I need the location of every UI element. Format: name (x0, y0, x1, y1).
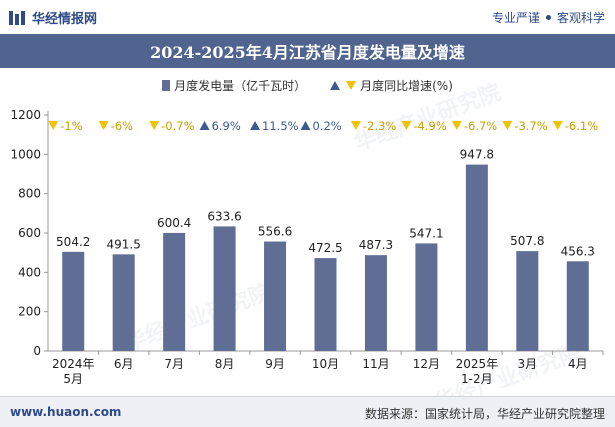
x-tick-label: 8月 (215, 357, 235, 371)
footer-source: 数据来源：国家统计局，华经产业研究院整理 (364, 407, 605, 421)
bar-value-label: 456.3 (561, 244, 595, 258)
growth-label: 0.2% (313, 119, 342, 133)
growth-down-marker (98, 121, 109, 130)
growth-down-marker (401, 121, 412, 130)
y-tick-label: 800 (18, 187, 41, 201)
growth-label: -6.7% (464, 119, 497, 133)
footer: www.huaon.com 数据来源：国家统计局，华经产业研究院整理 (0, 396, 615, 427)
bar (62, 251, 85, 351)
x-tick-label: 6月 (114, 357, 134, 371)
bar (415, 243, 438, 351)
y-tick-label: 400 (18, 265, 41, 279)
x-tick-label: 3月 (517, 357, 537, 371)
brand-logo-icon (8, 9, 26, 27)
footer-url[interactable]: www.huaon.com (10, 405, 122, 419)
x-tick-label: 9月 (265, 357, 285, 371)
y-tick-label: 1200 (10, 108, 41, 122)
bar (314, 258, 337, 351)
triangle-up-icon (330, 80, 341, 90)
y-tick-label: 1000 (10, 147, 41, 161)
y-tick-label: 0 (33, 344, 41, 358)
dot-icon (545, 15, 551, 20)
chart-title: 2024-2025年4月江苏省月度发电量及增速 (150, 43, 465, 62)
bar (213, 226, 236, 351)
bar-value-label: 491.5 (107, 237, 141, 251)
growth-down-marker (502, 121, 513, 130)
bar (465, 164, 488, 351)
bar-chart: 0 200 400 600 800 1000 1200 504.2 2024年 5月 -1% 491.… (10, 108, 604, 386)
bar-value-label: 547.1 (409, 226, 443, 240)
bar-value-label: 487.3 (359, 238, 393, 252)
x-tick-label: 10月 (312, 357, 339, 371)
growth-down-marker (451, 121, 462, 130)
growth-label: -1% (60, 119, 82, 133)
growth-down-marker (552, 121, 563, 130)
growth-down-marker (48, 121, 59, 130)
growth-label: 6.9% (212, 119, 241, 133)
growth-up-marker (300, 121, 311, 130)
bar (163, 232, 186, 351)
brand: 华经情报网 (8, 8, 97, 27)
tagline: 专业严谨 客观科学 (492, 9, 605, 26)
growth-label: -3.7% (514, 119, 547, 133)
bar-value-label: 600.4 (157, 216, 191, 230)
x-tick-label: 2025年 1-2月 (456, 357, 499, 386)
x-tick-label: 12月 (413, 357, 440, 371)
bar (264, 241, 287, 351)
growth-label: -4.9% (413, 119, 446, 133)
growth-up-marker (199, 121, 210, 130)
tagline-left: 专业严谨 (491, 11, 540, 25)
legend-item-growth: 月度同比增速(%) (330, 77, 453, 94)
bar-value-label: 504.2 (56, 235, 90, 249)
growth-label: -0.7% (161, 119, 194, 133)
bar-value-label: 556.6 (258, 225, 292, 239)
x-tick-label: 7月 (164, 357, 184, 371)
bar-value-label: 947.8 (460, 148, 494, 162)
bar (516, 251, 539, 351)
tagline-right: 客观科学 (556, 11, 605, 25)
legend-item-bar: 月度发电量（亿千瓦时） (162, 77, 306, 94)
bar-value-label: 633.6 (207, 209, 241, 223)
growth-label: -2.3% (363, 119, 396, 133)
title-bar: 2024-2025年4月江苏省月度发电量及增速 (0, 34, 615, 68)
top-bar: 华经情报网 专业严谨 客观科学 (0, 0, 615, 34)
x-tick-label: 4月 (568, 357, 588, 371)
bar-value-label: 507.8 (510, 234, 544, 248)
growth-label: -6% (111, 119, 133, 133)
x-tick-label: 2024年 5月 (52, 357, 95, 386)
bar-swatch-icon (162, 79, 171, 91)
growth-down-marker (149, 121, 160, 130)
legend: 月度发电量（亿千瓦时） 月度同比增速(%) (0, 75, 615, 95)
growth-down-marker (350, 121, 361, 130)
growth-label: 11.5% (262, 119, 299, 133)
bar (364, 255, 387, 351)
bar (112, 254, 135, 351)
growth-label: -6.1% (565, 119, 598, 133)
y-tick-label: 200 (18, 305, 41, 319)
x-tick-label: 11月 (362, 357, 389, 371)
growth-up-marker (250, 121, 261, 130)
y-tick-label: 600 (18, 226, 41, 240)
legend-bar-label: 月度发电量（亿千瓦时） (174, 78, 307, 93)
brand-name: 华经情报网 (32, 12, 98, 27)
legend-growth-label: 月度同比增速(%) (360, 78, 453, 93)
bar (566, 261, 589, 351)
bar-value-label: 472.5 (308, 241, 342, 255)
triangle-down-icon (346, 80, 357, 90)
